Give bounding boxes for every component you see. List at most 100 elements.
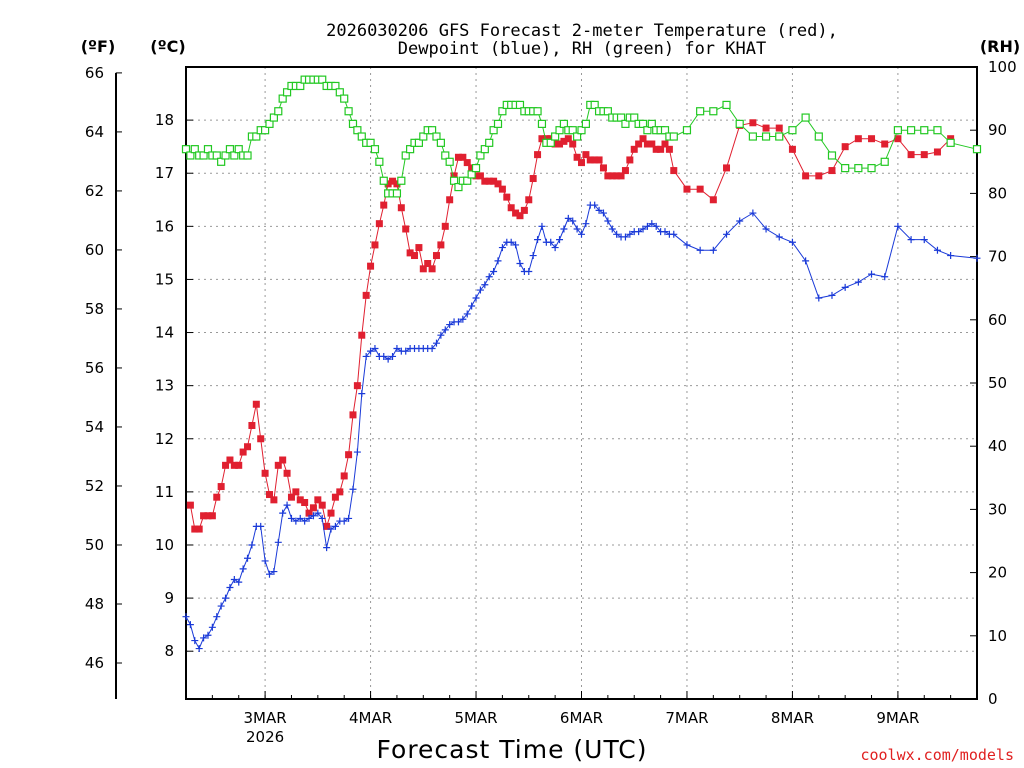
dewpoint-point [208,623,216,631]
temperature-point [586,156,594,164]
rh-tick-label: 50 [988,374,1007,392]
temperature-point [411,252,419,260]
dewpoint-point [244,554,252,562]
dewpoint-point [547,238,555,246]
temperature-point [775,124,783,132]
relative-humidity-point [375,157,384,166]
temperature-point [222,461,230,469]
temperature-point [217,483,225,491]
relative-humidity-point [577,126,586,135]
relative-humidity-point [551,132,560,141]
relative-humidity-point [748,132,757,141]
fahrenheit-unit-label: (ºF) [81,37,116,56]
dewpoint-point [441,326,449,334]
relative-humidity-point [344,107,353,116]
temperature-point [389,177,397,185]
temperature-point [446,196,454,204]
temperature-point [393,180,401,188]
relative-humidity-point [467,170,476,179]
temperature-point [204,512,212,520]
temperature-point [788,145,796,153]
relative-humidity-point [630,113,639,122]
dewpoint-point [525,267,533,275]
relative-humidity-point [348,119,358,128]
temperature-point [239,448,247,456]
relative-humidity-point [186,151,195,160]
temperature-point [314,496,322,504]
temperature-point [907,151,915,159]
celsius-tick-label: 14 [155,324,174,342]
temperature-point [292,488,300,496]
temperature-point [481,177,489,185]
dewpoint-point [393,344,401,352]
fahrenheit-tick-label: 64 [85,123,104,141]
temperature-point [613,172,621,180]
relative-humidity-point [867,164,876,173]
temperature-point [367,262,375,270]
temperature-point [841,143,849,151]
dewpoint-point [841,283,849,291]
x-tick-sublabel: 2026 [246,728,284,746]
dewpoint-point [468,302,476,310]
temperature-point [257,435,265,443]
rh-tick-label: 20 [988,564,1007,582]
temperature-point [599,164,607,172]
dewpoint-point [564,214,572,222]
relative-humidity-point [709,107,718,116]
temperature-point [569,140,577,148]
fahrenheit-tick-label: 48 [85,595,104,613]
chart-title-line-1: 2026030206 GFS Forecast 2-meter Temperat… [326,21,838,41]
relative-humidity-point [480,145,489,154]
temperature-point [309,504,317,512]
dewpoint-point [507,238,515,246]
relative-humidity-point [893,126,903,135]
relative-humidity-point [471,164,481,173]
dewpoint-point [920,236,928,244]
dewpoint-point [265,570,273,578]
dewpoint-point [481,281,489,289]
relative-humidity-point [454,182,463,192]
dewpoint-point [494,257,502,265]
temperature-point [639,135,647,143]
temperature-point [336,488,344,496]
rh-unit-label: (RH) [980,37,1020,56]
relative-humidity-point [335,88,344,97]
dewpoint-point [762,225,770,233]
temperature-point [186,501,194,509]
dewpoint-point [428,344,436,352]
dewpoint-point [305,514,313,522]
dewpoint-point [353,448,361,456]
relative-humidity-point [432,132,441,141]
relative-humidity-point [436,138,445,147]
relative-humidity-point [282,88,292,97]
temperature-point [230,461,238,469]
celsius-tick-label: 18 [155,111,174,129]
relative-humidity-point [568,126,577,135]
temperature-point [213,493,221,501]
temperature-point [274,461,282,469]
dewpoint-point [200,634,208,642]
temperature-point [762,124,770,132]
dewpoint-point [652,222,660,230]
data-series [181,75,982,653]
dewpoint-point [235,578,243,586]
relative-humidity-point [252,132,261,141]
dewpoint-point [696,246,704,254]
relative-humidity-point [801,113,810,122]
dewpoint-point [292,517,300,525]
celsius-tick-label: 12 [155,430,174,448]
dewpoint-point [459,315,467,323]
relative-humidity-point [401,151,410,160]
celsius-tick-label: 15 [155,270,174,288]
temperature-point [696,185,704,193]
temperature-point [380,201,388,209]
dewpoint-point [362,352,370,360]
dewpoint-point [323,544,331,552]
temperature-point [520,206,528,214]
dewpoint-point [613,230,621,238]
temperature-point [252,400,260,408]
x-tick-label: 5MAR [454,709,497,727]
dewpoint-point [556,236,564,244]
dewpoint-point [270,568,278,576]
temperature-point [323,522,331,530]
